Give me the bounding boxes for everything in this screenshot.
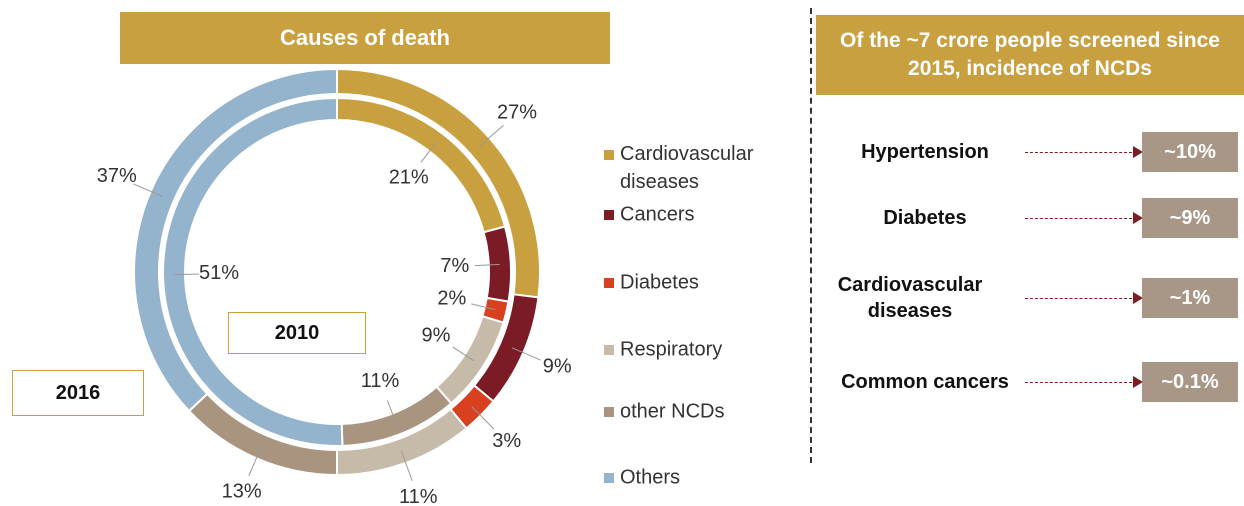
- legend-swatch: [604, 150, 614, 160]
- data-label: 2%: [437, 288, 466, 310]
- chart: 27% 9% 3% 11% 13% 37% 21% 7% 2% 9% 11% 51% Cardiovas…: [97, 67, 754, 506]
- arrow-head: [1133, 376, 1143, 388]
- item-value: ~10%: [1142, 132, 1238, 172]
- data-label: 11%: [361, 370, 400, 392]
- legend-label: Diabetes: [620, 271, 699, 293]
- arrow: [1025, 382, 1137, 383]
- screening-item: Cardiovascular diseases ~1%: [820, 268, 1240, 328]
- legend-swatch: [604, 210, 614, 220]
- leader-line: [511, 347, 541, 361]
- arrow: [1025, 152, 1137, 153]
- data-label: 13%: [222, 481, 262, 503]
- legend-swatch: [604, 278, 614, 288]
- data-label: 9%: [422, 324, 451, 346]
- donut-segment: [133, 67, 338, 413]
- item-value: ~9%: [1142, 198, 1238, 238]
- leader-line: [401, 451, 413, 482]
- item-value: ~1%: [1142, 278, 1238, 318]
- data-label: 9%: [543, 356, 572, 378]
- item-label: Cardiovascular diseases: [837, 274, 983, 322]
- leader-line: [479, 124, 504, 147]
- data-label: 21%: [389, 167, 429, 189]
- legend-swatch: [604, 473, 614, 483]
- arrow-head: [1133, 212, 1143, 224]
- series-label: 2016: [12, 370, 144, 416]
- legend-label: other NCDs: [620, 400, 724, 422]
- data-label: 3%: [492, 430, 521, 452]
- legend-swatch: [604, 345, 614, 355]
- arrow-head: [1133, 292, 1143, 304]
- leader-line: [471, 406, 495, 430]
- legend-label: Cancers: [620, 203, 694, 225]
- screening-item: Diabetes ~9%: [820, 188, 1240, 248]
- leader-line: [471, 303, 496, 311]
- data-label: 11%: [399, 486, 438, 506]
- item-value: ~0.1%: [1142, 362, 1238, 402]
- item-label: Diabetes: [883, 207, 967, 229]
- data-label: 7%: [440, 255, 469, 277]
- leader-line: [474, 263, 500, 267]
- legend-label: Others: [620, 466, 680, 488]
- data-label: 37%: [97, 165, 137, 187]
- legend-label: Cardiovascular diseases: [620, 143, 754, 193]
- data-label: 51%: [199, 262, 239, 284]
- leader-line: [452, 346, 475, 362]
- leader-line: [248, 446, 262, 476]
- item-label: Hypertension: [861, 141, 989, 163]
- screening-item: Common cancers ~0.1%: [820, 352, 1240, 412]
- legend-label: Respiratory: [620, 338, 722, 360]
- arrow-head: [1133, 146, 1143, 158]
- legend-swatch: [604, 407, 614, 417]
- series-label: 2010: [228, 312, 366, 354]
- arrow: [1025, 218, 1137, 219]
- panel-title: Of the ~7 crore people screened since 20…: [816, 15, 1244, 95]
- leader-line: [420, 142, 437, 163]
- data-label: 27%: [497, 102, 537, 124]
- arrow: [1025, 298, 1137, 299]
- leader-line: [133, 183, 163, 197]
- leader-line: [386, 400, 397, 424]
- divider: [810, 8, 812, 463]
- item-label: Common cancers: [841, 371, 1009, 393]
- chart-title: Causes of death: [120, 12, 610, 64]
- screening-item: Hypertension ~10%: [820, 122, 1240, 182]
- donut-segment: [162, 96, 344, 447]
